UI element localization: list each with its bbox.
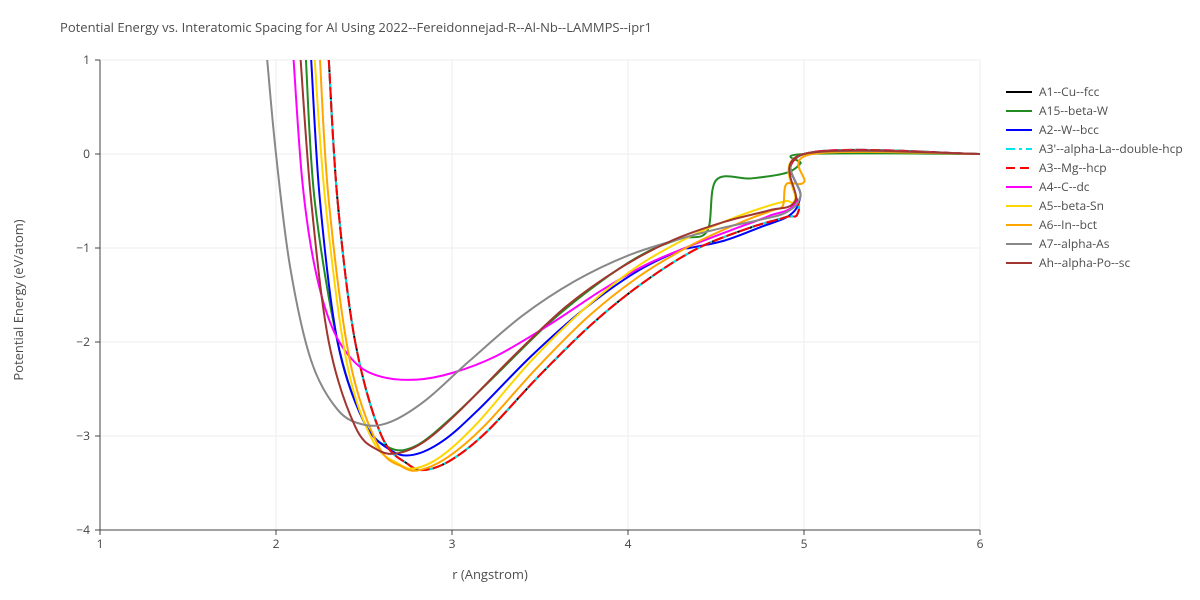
legend-item[interactable]: A2--W--bcc [1005,120,1183,139]
legend-label: A15--beta-W [1039,102,1108,119]
legend-item[interactable]: A15--beta-W [1005,101,1183,120]
legend-item[interactable]: A7--alpha-As [1005,234,1183,253]
series-line[interactable] [294,60,980,380]
x-tick-label: 4 [625,535,632,552]
legend-swatch [1005,105,1033,117]
legend-item[interactable]: A5--beta-Sn [1005,196,1183,215]
legend-label: A5--beta-Sn [1039,197,1104,214]
y-tick-label: −3 [76,427,90,444]
y-tick-label: −2 [76,333,90,350]
legend-label: A3--Mg--hcp [1039,159,1107,176]
y-tick-label: −1 [76,239,90,256]
legend: A1--Cu--fcc A15--beta-W A2--W--bcc A3'--alp… [1005,82,1183,272]
legend-swatch [1005,162,1033,174]
x-tick-label: 3 [449,535,456,552]
x-tick-label: 1 [97,535,104,552]
series-line[interactable] [301,60,980,454]
series-line[interactable] [311,60,980,456]
legend-label: A4--C--dc [1039,178,1090,195]
legend-label: Ah--alpha-Po--sc [1039,254,1130,271]
legend-swatch [1005,86,1033,98]
legend-label: A2--W--bcc [1039,121,1099,138]
legend-swatch [1005,219,1033,231]
legend-item[interactable]: A1--Cu--fcc [1005,82,1183,101]
legend-swatch [1005,200,1033,212]
series-line[interactable] [267,60,980,426]
legend-swatch [1005,238,1033,250]
chart-container: Potential Energy vs. Interatomic Spacing… [0,0,1200,600]
legend-label: A6--In--bct [1039,216,1097,233]
series-line[interactable] [329,60,980,470]
legend-swatch [1005,181,1033,193]
legend-item[interactable]: A3'--alpha-La--double-hcp [1005,139,1183,158]
legend-item[interactable]: A6--In--bct [1005,215,1183,234]
series-line[interactable] [329,60,980,470]
legend-item[interactable]: A4--C--dc [1005,177,1183,196]
legend-label: A3'--alpha-La--double-hcp [1039,140,1183,157]
legend-label: A1--Cu--fcc [1039,83,1099,100]
x-tick-label: 6 [977,535,984,552]
x-tick-label: 2 [273,535,280,552]
series-line[interactable] [329,60,980,470]
y-tick-label: −4 [76,521,90,538]
legend-swatch [1005,257,1033,269]
y-tick-label: 1 [83,51,90,68]
legend-item[interactable]: A3--Mg--hcp [1005,158,1183,177]
legend-label: A7--alpha-As [1039,235,1109,252]
legend-swatch [1005,143,1033,155]
legend-swatch [1005,124,1033,136]
y-tick-label: 0 [83,145,90,162]
series-line[interactable] [320,60,980,471]
x-tick-label: 5 [801,535,808,552]
legend-item[interactable]: Ah--alpha-Po--sc [1005,253,1183,272]
